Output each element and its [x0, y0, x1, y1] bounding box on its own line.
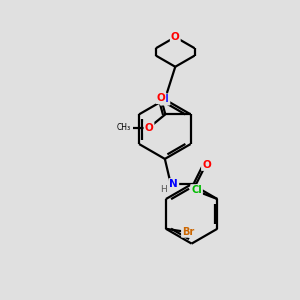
Text: O: O	[171, 32, 180, 42]
Text: N: N	[169, 179, 178, 189]
Text: O: O	[157, 93, 165, 103]
Text: Br: Br	[182, 227, 194, 237]
Text: Cl: Cl	[191, 185, 202, 195]
Text: CH₃: CH₃	[117, 123, 131, 132]
Text: H: H	[160, 185, 167, 194]
Text: O: O	[145, 123, 153, 133]
Text: N: N	[160, 94, 169, 104]
Text: O: O	[202, 160, 211, 170]
